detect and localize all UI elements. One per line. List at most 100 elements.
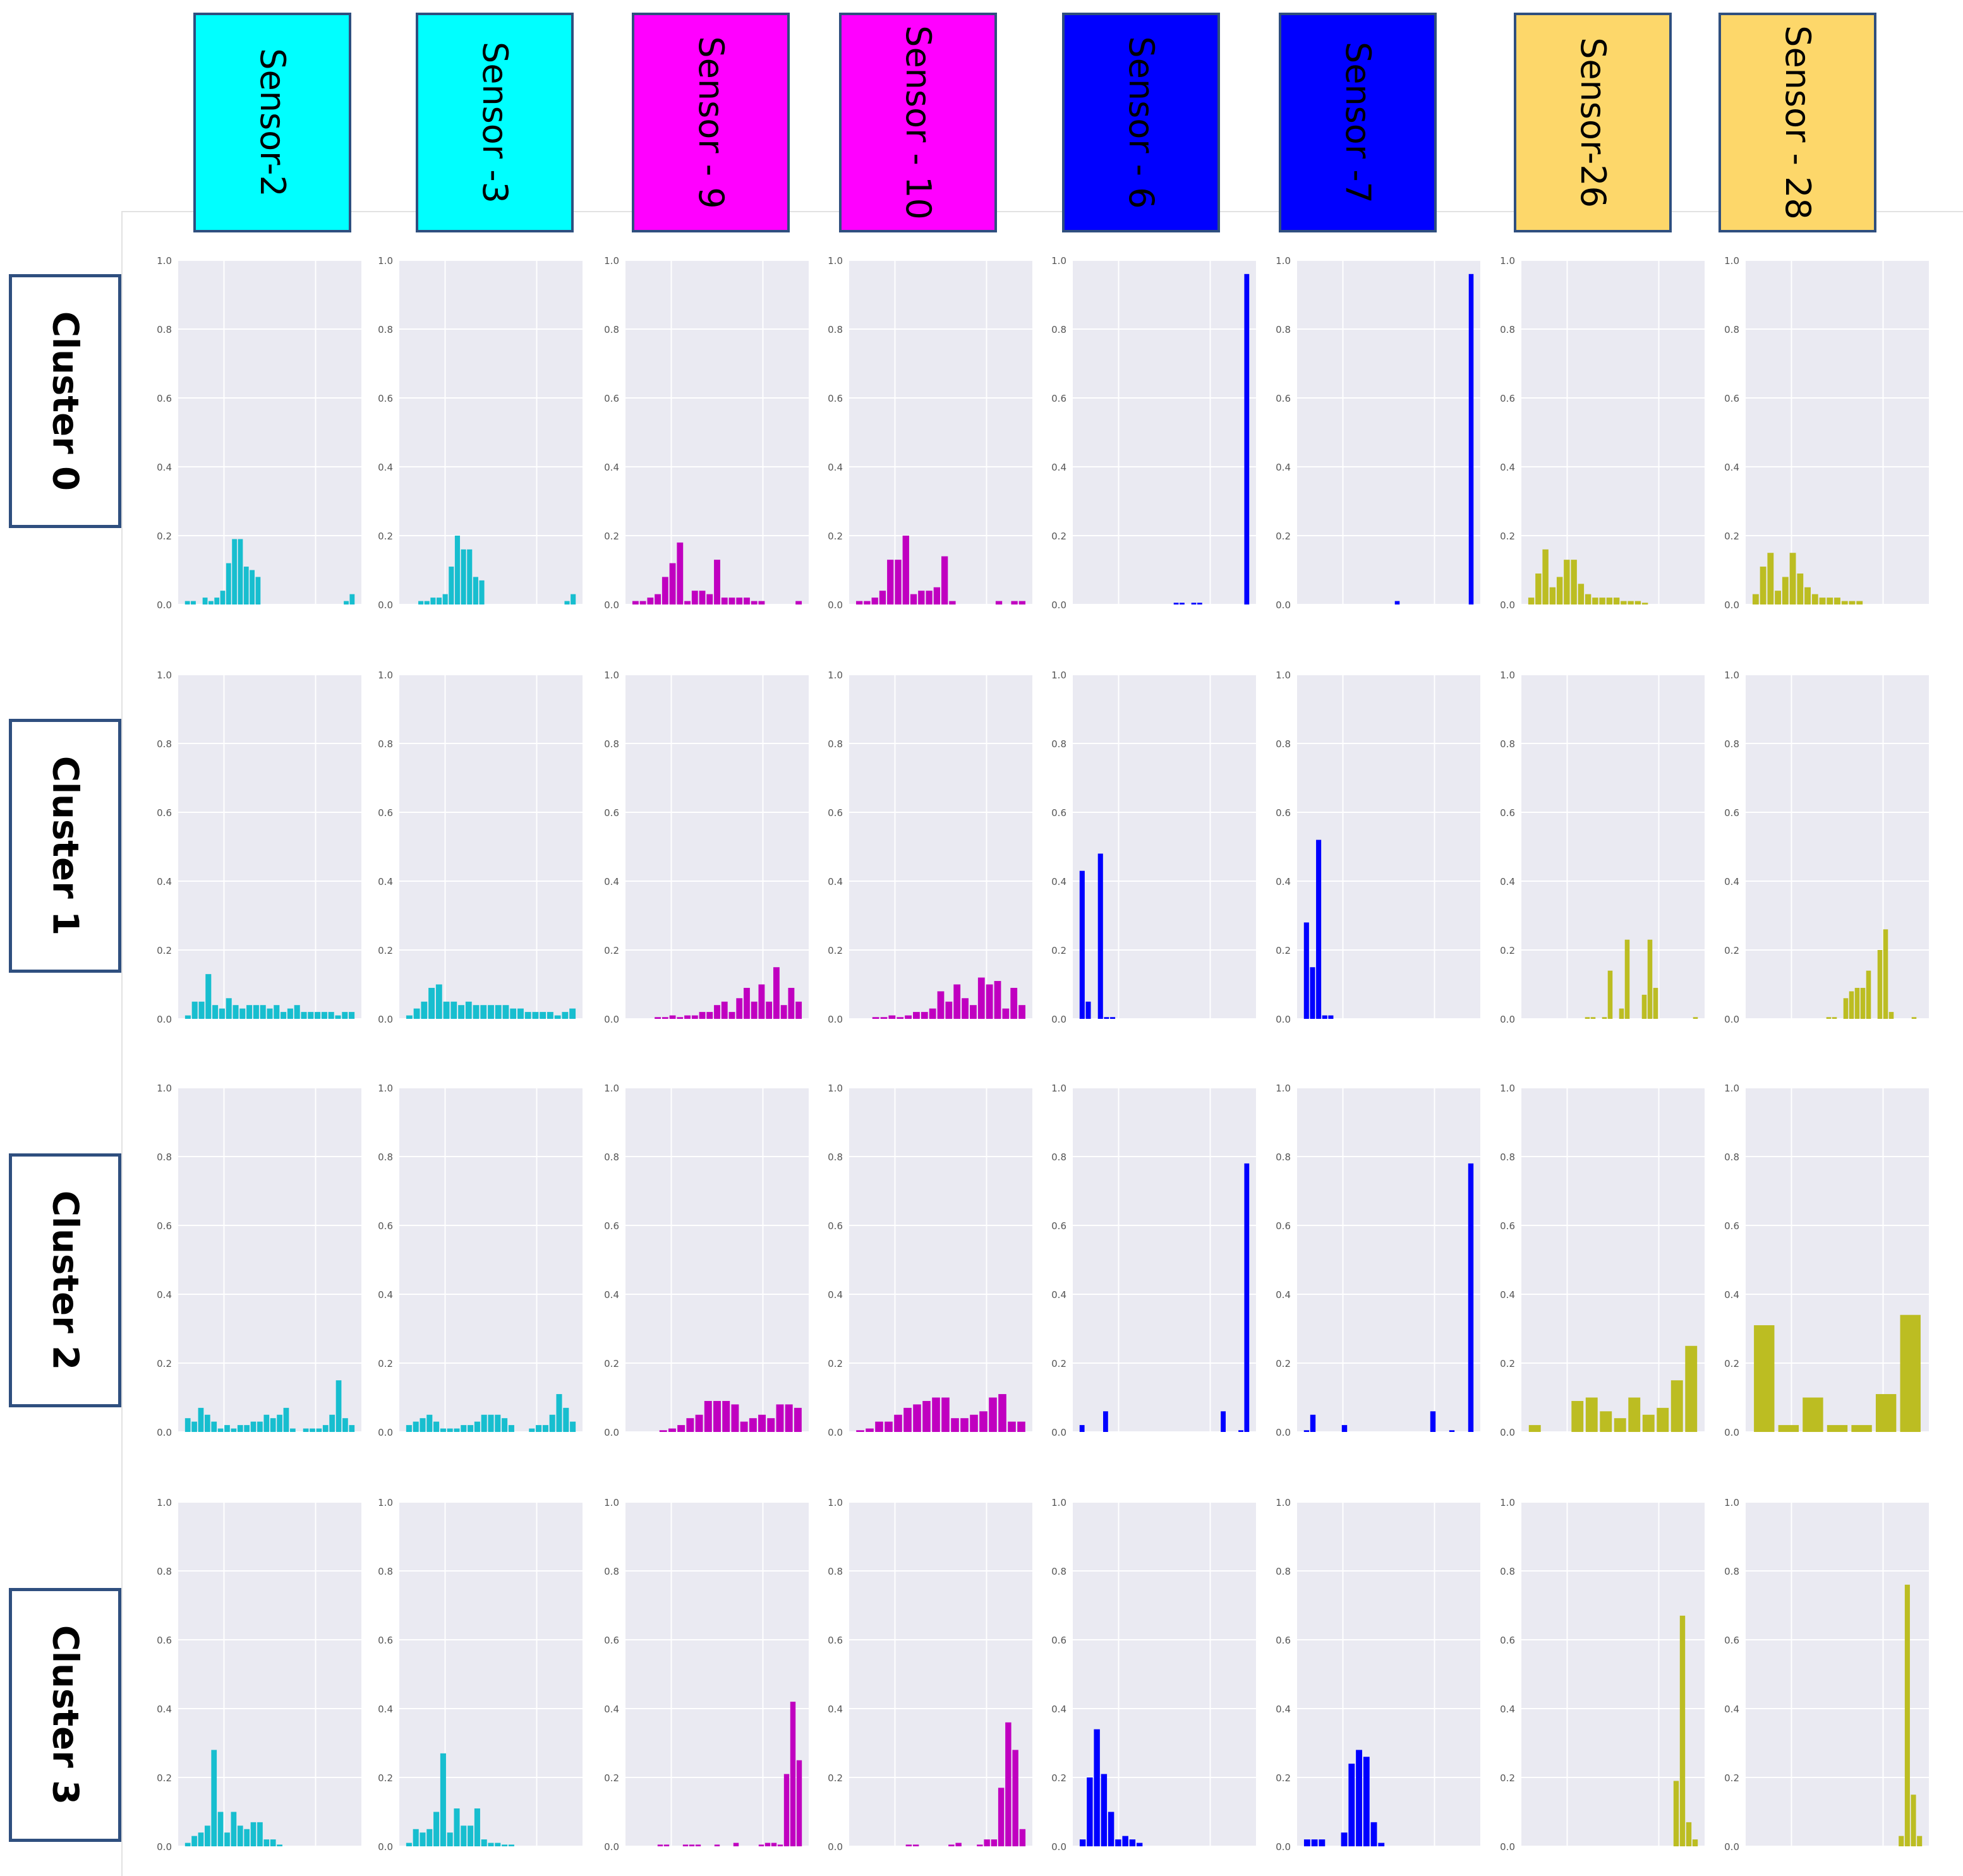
y-tick-label: 0.8: [378, 324, 393, 335]
y-tick-label: 1.0: [378, 255, 393, 267]
histogram-bar: [1008, 1421, 1016, 1432]
histogram-panel: 0.0 0.2 0.4 0.6 0.8 1.0: [378, 1083, 583, 1438]
histogram-bar: [1673, 1781, 1679, 1846]
histogram-bar: [913, 1404, 921, 1432]
y-tick-label: 0.8: [1276, 738, 1291, 750]
histogram-bar: [962, 998, 969, 1019]
y-tick-label: 0.4: [828, 1289, 843, 1301]
histogram-bar: [1599, 598, 1605, 604]
histogram-bar: [277, 1844, 282, 1846]
histogram-bar: [941, 556, 948, 604]
y-tick-label: 1.0: [1500, 1083, 1515, 1094]
y-tick-label: 0.2: [1724, 1772, 1739, 1784]
histogram-bar: [454, 536, 461, 604]
plot-background: [849, 260, 1032, 604]
histogram-bar: [517, 1008, 524, 1019]
histogram-bar: [461, 1425, 467, 1432]
histogram-bar: [508, 1425, 514, 1432]
histogram-bar: [198, 1407, 204, 1432]
histogram-bar: [267, 1008, 273, 1019]
histogram-bar: [945, 1001, 953, 1019]
y-tick-label: 0.2: [828, 1358, 843, 1369]
histogram-bar: [1628, 601, 1634, 604]
y-tick-label: 0.6: [1276, 807, 1291, 819]
y-tick-label: 0.4: [1051, 1289, 1066, 1301]
y-tick-label: 1.0: [1724, 670, 1739, 681]
y-tick-label: 0.6: [1724, 807, 1739, 819]
histogram-bar: [903, 1407, 912, 1432]
histogram-bar: [1692, 1839, 1698, 1846]
histogram-bar: [1328, 1015, 1334, 1019]
histogram-bar: [1244, 274, 1250, 604]
histogram-bar: [913, 1012, 920, 1019]
histogram-panel: 0.0 0.2 0.4 0.6 0.8 1.0: [828, 255, 1032, 611]
histogram-bar: [937, 991, 945, 1019]
y-tick-label: 0.2: [1276, 945, 1291, 956]
y-tick-label: 0.6: [1276, 1220, 1291, 1232]
histogram-bar: [1370, 1822, 1377, 1846]
histogram-bar: [430, 598, 436, 604]
plot-background: [625, 1502, 809, 1846]
y-tick-label: 0.8: [604, 738, 619, 750]
histogram-bar: [910, 594, 917, 604]
histogram-bar: [303, 1428, 309, 1432]
plot-background: [849, 1088, 1032, 1432]
y-tick-label: 0.2: [604, 531, 619, 542]
histogram-bar: [744, 987, 750, 1019]
histogram-bar: [1752, 594, 1759, 604]
histogram-bar: [263, 1414, 270, 1432]
histogram-panel: 0.0 0.2 0.4 0.6 0.8 1.0: [1051, 1497, 1256, 1853]
histogram-bar: [1173, 603, 1179, 604]
y-tick-label: 1.0: [1276, 255, 1291, 267]
histogram-bar: [1826, 1017, 1832, 1019]
histogram-bar: [926, 591, 933, 604]
histogram-panel: 0.0 0.2 0.4 0.6 0.8 1.0: [1724, 1497, 1929, 1853]
histogram-bar: [1634, 601, 1641, 604]
histogram-bar: [1754, 1325, 1775, 1432]
histogram-bar: [1693, 1017, 1698, 1019]
histogram-bar: [1843, 998, 1849, 1019]
histogram-bar: [529, 1428, 535, 1432]
histogram-bar: [866, 1428, 874, 1432]
histogram-bar: [995, 601, 1003, 604]
histogram-bar: [773, 967, 780, 1019]
histogram-bar: [728, 1012, 735, 1019]
histogram-panel: 0.0 0.2 0.4 0.6 0.8 1.0: [1500, 255, 1705, 611]
histogram-panel: 0.0 0.2 0.4 0.6 0.8 1.0: [378, 1497, 583, 1853]
histogram-bar: [1238, 1430, 1243, 1432]
histogram-bar: [447, 1428, 453, 1432]
histogram-bar: [783, 1774, 790, 1846]
y-tick-label: 0.8: [604, 1151, 619, 1163]
y-tick-label: 1.0: [1500, 1497, 1515, 1508]
y-tick-label: 0.2: [1500, 1358, 1515, 1369]
histogram-bar: [253, 1005, 259, 1019]
y-tick-label: 0.4: [1051, 1704, 1066, 1715]
histogram-bar: [1590, 1017, 1596, 1019]
y-tick-label: 0.4: [604, 1704, 619, 1715]
histogram-bar: [897, 1017, 904, 1019]
histogram-bar: [569, 1008, 576, 1019]
histogram-bar: [349, 1425, 355, 1432]
histogram-bar: [191, 1421, 197, 1432]
histogram-bar: [1585, 594, 1592, 604]
histogram-bar: [335, 1380, 342, 1432]
y-tick-label: 0.2: [1724, 945, 1739, 956]
histogram-panel: 0.0 0.2 0.4 0.6 0.8 1.0: [1276, 1083, 1480, 1438]
histogram-bar: [1085, 1001, 1091, 1019]
plot-background: [178, 1502, 361, 1846]
histogram-bar: [232, 539, 238, 604]
histogram-bar: [998, 1788, 1005, 1846]
y-tick-label: 0.2: [1724, 531, 1739, 542]
y-tick-label: 0.6: [378, 807, 393, 819]
y-tick-label: 0.6: [157, 1635, 172, 1646]
y-tick-label: 1.0: [1051, 1497, 1066, 1508]
histogram-bar: [424, 601, 430, 604]
histogram-bar: [895, 560, 902, 604]
histogram-bar: [1303, 1839, 1310, 1846]
histogram-bar: [1854, 987, 1860, 1019]
y-tick-label: 0.8: [157, 1151, 172, 1163]
histogram-bar: [1860, 987, 1866, 1019]
plot-background: [178, 260, 361, 604]
histogram-bar: [1832, 1017, 1837, 1019]
y-tick-label: 0.4: [157, 1289, 172, 1301]
